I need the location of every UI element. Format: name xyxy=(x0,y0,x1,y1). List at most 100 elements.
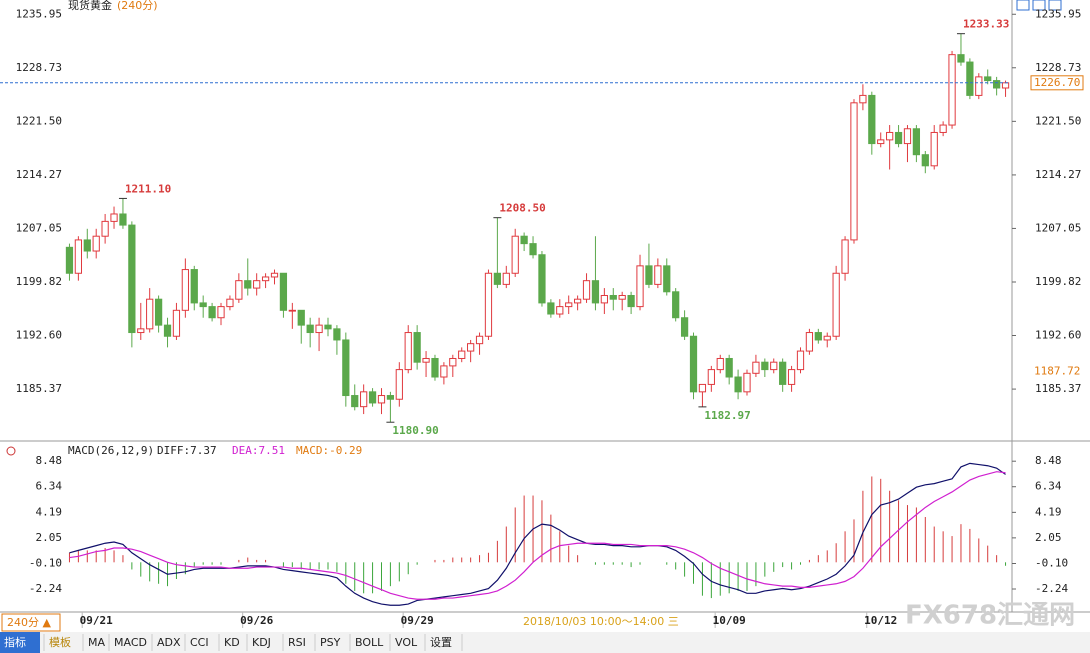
tab[interactable]: 模板 xyxy=(49,635,71,649)
candle-body xyxy=(377,395,386,404)
candle-body xyxy=(770,361,778,371)
tab[interactable]: 设置 xyxy=(430,636,452,649)
candle-body xyxy=(288,309,296,312)
y-tick-label: 8.48 xyxy=(1035,454,1062,467)
tab[interactable]: MACD xyxy=(114,636,147,649)
y-tick-label: 1185.37 xyxy=(1035,382,1081,395)
candle-body xyxy=(467,343,475,352)
x-tick-label: 10/09 xyxy=(713,614,746,627)
candle-body xyxy=(877,139,885,145)
candle-body xyxy=(395,369,403,400)
candle-body xyxy=(511,235,519,274)
candle-body xyxy=(725,357,733,378)
candle-body xyxy=(261,276,270,282)
candle-body xyxy=(894,131,903,145)
candle-body xyxy=(404,332,412,371)
candle-body xyxy=(253,280,261,289)
candle-body xyxy=(146,298,154,330)
candle-body xyxy=(270,272,279,278)
tab[interactable]: RSI xyxy=(288,636,306,649)
last-price-label: 1226.70 xyxy=(1034,76,1080,89)
candle-body xyxy=(993,80,1001,89)
candle-body xyxy=(903,128,912,145)
candle-body xyxy=(752,361,760,374)
candle-body xyxy=(957,54,965,63)
candle-body xyxy=(351,395,359,408)
period-button[interactable]: 240分 ▲ xyxy=(7,616,51,629)
icon[interactable] xyxy=(1016,0,1030,11)
period-button-box[interactable] xyxy=(1,613,61,632)
candle-body xyxy=(315,324,323,334)
tab[interactable]: ADX xyxy=(157,636,181,649)
tab[interactable]: BOLL xyxy=(355,636,384,649)
candle-body xyxy=(163,324,172,337)
candle-body xyxy=(663,265,671,293)
candle-body xyxy=(636,265,644,308)
y-tick-label: 1214.27 xyxy=(16,168,62,181)
candle-body xyxy=(591,280,600,304)
y-tick-label: -0.10 xyxy=(29,557,62,570)
candle-body xyxy=(645,265,653,285)
candle-body xyxy=(128,224,136,334)
candle-body xyxy=(761,361,769,371)
tab[interactable]: CCI xyxy=(190,636,209,649)
candle-body xyxy=(65,246,74,274)
tab[interactable]: MA xyxy=(88,636,105,649)
candle-body xyxy=(698,383,707,393)
y-tick-label: 1199.82 xyxy=(1035,275,1081,288)
candle-body xyxy=(137,328,145,334)
candle-body xyxy=(342,339,350,397)
y-tick-label: 1235.95 xyxy=(1035,7,1081,20)
low-label: 1180.90 xyxy=(392,424,438,437)
candle-body xyxy=(618,294,626,300)
candle-body xyxy=(859,94,867,104)
candle-body xyxy=(556,306,564,315)
candle-body xyxy=(573,298,582,304)
macd-title: MACD(26,12,9) xyxy=(68,444,154,457)
tab[interactable]: 指标 xyxy=(4,635,26,649)
active-tab-bg xyxy=(0,632,40,653)
candle-body xyxy=(975,76,983,96)
candle-body xyxy=(707,369,715,385)
last-price-box xyxy=(1030,75,1084,91)
y-tick-label: -2.24 xyxy=(1035,582,1068,595)
candle-body xyxy=(422,357,430,363)
high-label: 1233.33 xyxy=(963,18,1009,31)
chart-title: 现货黄金 xyxy=(68,0,112,12)
icon[interactable] xyxy=(1032,0,1046,11)
candle-body xyxy=(921,154,929,167)
y-tick-label: 4.19 xyxy=(1035,505,1062,518)
candle-body xyxy=(743,372,751,393)
candle-body xyxy=(431,357,439,378)
candle-body xyxy=(886,131,894,141)
candle-body xyxy=(948,54,956,126)
x-tick-label: 09/21 xyxy=(80,614,113,627)
candle-body xyxy=(306,324,314,334)
candle-body xyxy=(930,131,938,167)
candle-body xyxy=(83,239,91,252)
watermark: FX678汇通网 xyxy=(905,601,1075,631)
candle-body xyxy=(386,395,395,400)
tab[interactable]: KD xyxy=(224,636,240,649)
y-tick-label: 1192.60 xyxy=(16,329,62,342)
y-tick-label: 1207.05 xyxy=(16,221,62,234)
candle-body xyxy=(966,61,974,96)
tab[interactable]: PSY xyxy=(320,636,341,649)
low-label: 1182.97 xyxy=(704,409,750,422)
candle-body xyxy=(101,220,109,237)
tab[interactable]: VOL xyxy=(395,636,418,649)
settings-icon[interactable] xyxy=(6,446,16,456)
candle-body xyxy=(244,280,252,289)
candle-body xyxy=(297,309,305,326)
candle-body xyxy=(805,332,814,352)
candle-body xyxy=(279,272,288,311)
candle-body xyxy=(939,124,947,133)
candle-body xyxy=(716,357,724,371)
candle-body xyxy=(850,102,858,241)
y-tick-label: 1235.95 xyxy=(16,7,62,20)
tab[interactable]: KDJ xyxy=(252,636,271,649)
candle-body xyxy=(600,294,608,304)
icon[interactable] xyxy=(1048,0,1062,11)
